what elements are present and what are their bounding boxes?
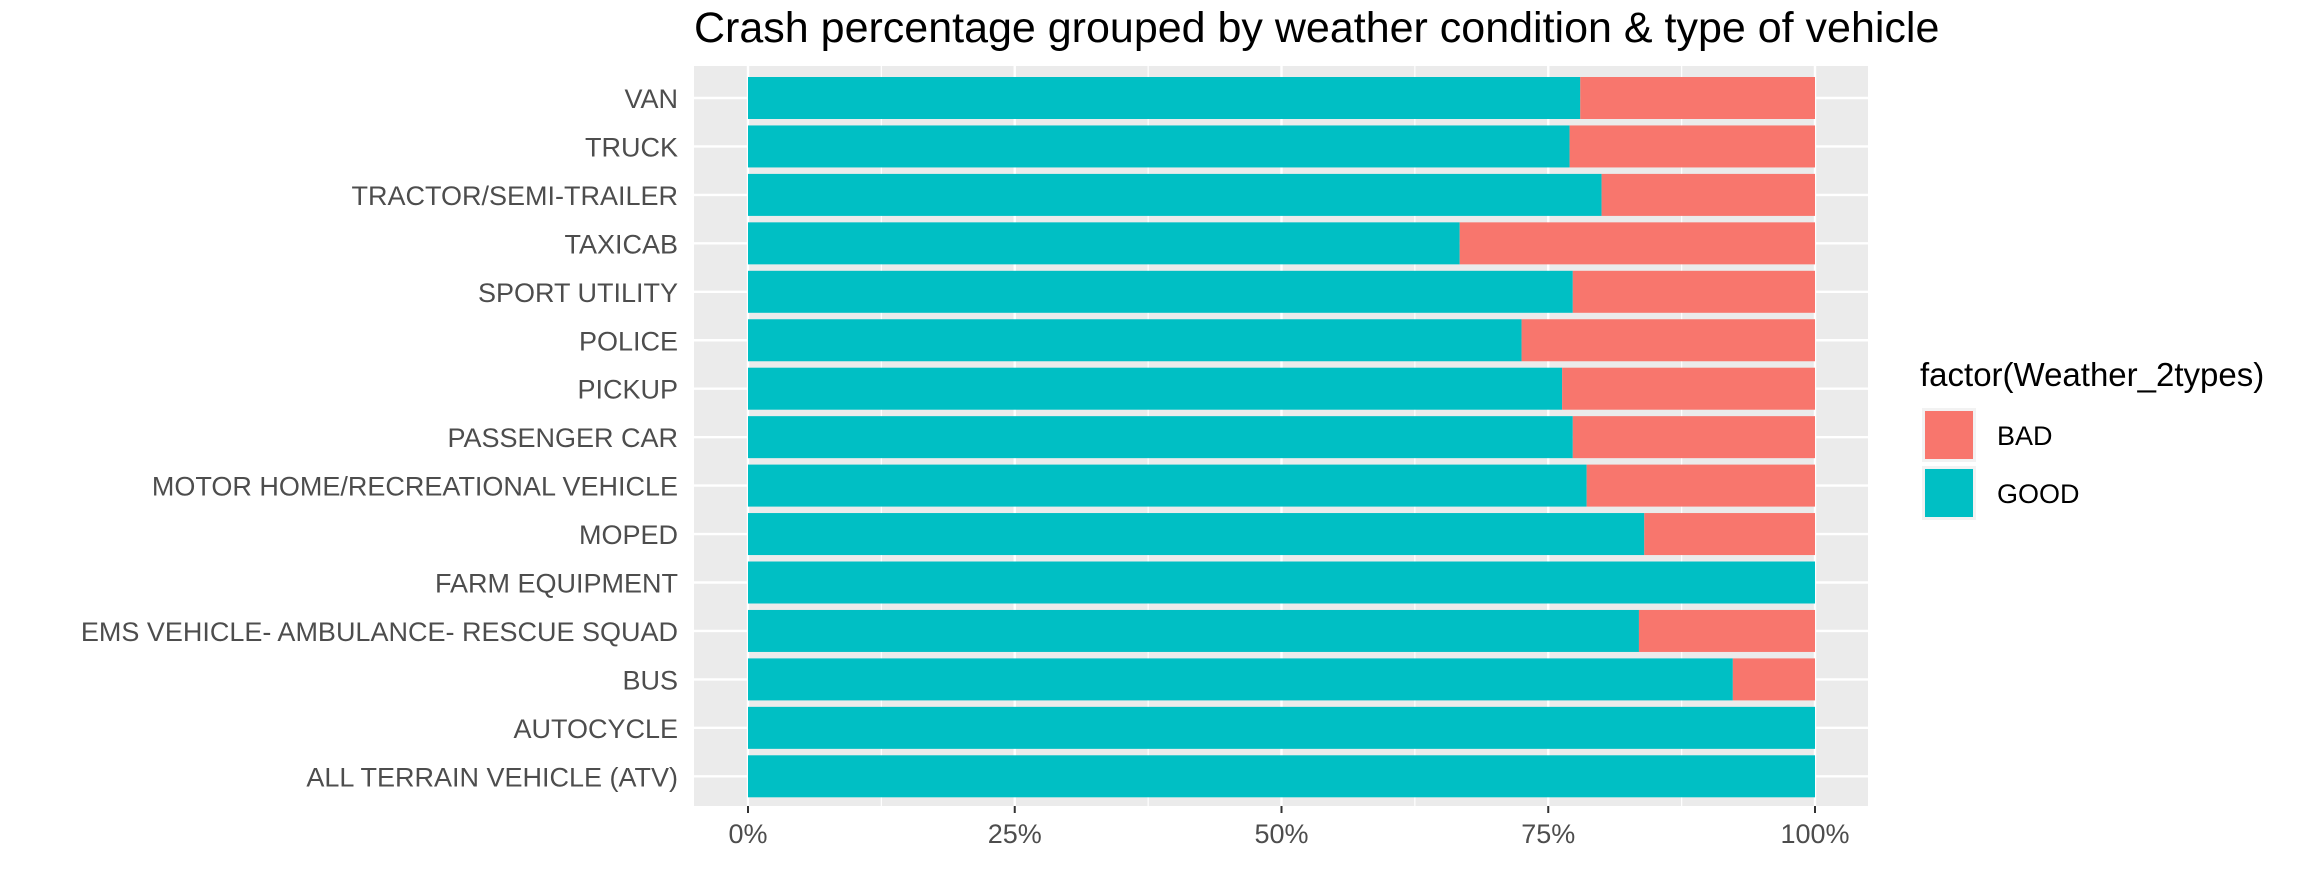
- category-label: MOPED: [579, 520, 678, 550]
- bar-good: [748, 464, 1587, 507]
- bar-bad: [1601, 173, 1815, 216]
- category-label: TRACTOR/SEMI-TRAILER: [351, 181, 678, 211]
- x-tick-label: 75%: [1521, 819, 1575, 849]
- bar-good: [748, 125, 1570, 168]
- legend-label: BAD: [1997, 421, 2053, 451]
- bar-good: [748, 319, 1522, 362]
- legend: factor(Weather_2types) BAD GOOD: [1920, 356, 2264, 520]
- category-label: EMS VEHICLE- AMBULANCE- RESCUE SQUAD: [81, 617, 678, 647]
- x-tick-label: 100%: [1780, 819, 1849, 849]
- category-label: SPORT UTILITY: [478, 278, 678, 308]
- legend-title: factor(Weather_2types): [1920, 356, 2264, 393]
- bar-good: [748, 270, 1573, 313]
- bar-good: [748, 222, 1460, 265]
- chart-title: Crash percentage grouped by weather cond…: [694, 4, 1939, 52]
- bar-bad: [1459, 222, 1815, 265]
- bar-good: [748, 367, 1563, 410]
- bar-bad: [1569, 125, 1815, 168]
- category-label: PASSENGER CAR: [447, 423, 678, 453]
- x-tick-label: 25%: [988, 819, 1042, 849]
- bar-good: [748, 77, 1581, 119]
- bar-good: [748, 513, 1645, 556]
- legend-swatch: [1925, 469, 1973, 517]
- bar-good: [748, 755, 1815, 798]
- bar-good: [748, 706, 1815, 749]
- category-label: AUTOCYCLE: [513, 714, 678, 744]
- bars: [748, 77, 1815, 798]
- legend-label: GOOD: [1997, 479, 2080, 509]
- x-axis-ticks: 0% 25% 50% 75% 100%: [728, 806, 1850, 849]
- category-label: MOTOR HOME/RECREATIONAL VEHICLE: [152, 472, 678, 502]
- bar-bad: [1562, 367, 1815, 410]
- category-label: PICKUP: [577, 375, 678, 405]
- category-label: POLICE: [579, 326, 678, 356]
- bar-good: [748, 173, 1602, 216]
- bar-good: [748, 609, 1639, 652]
- category-label: TAXICAB: [564, 229, 678, 259]
- bar-bad: [1644, 513, 1815, 556]
- x-tick-label: 50%: [1254, 819, 1308, 849]
- bar-bad: [1521, 319, 1815, 362]
- bar-bad: [1586, 464, 1815, 507]
- bar-bad: [1572, 416, 1815, 459]
- bar-good: [748, 416, 1573, 459]
- bar-bad: [1580, 77, 1815, 119]
- x-tick-label: 0%: [728, 819, 767, 849]
- category-label: ALL TERRAIN VEHICLE (ATV): [306, 762, 678, 792]
- bar-bad: [1638, 609, 1815, 652]
- legend-swatch: [1925, 411, 1973, 459]
- category-label: BUS: [622, 665, 678, 695]
- category-label: VAN: [624, 84, 678, 114]
- category-labels: VAN TRUCK TRACTOR/SEMI-TRAILER TAXICAB SPORT…: [81, 84, 678, 792]
- bar-good: [748, 561, 1815, 604]
- category-label: FARM EQUIPMENT: [435, 569, 678, 599]
- category-label: TRUCK: [585, 132, 678, 162]
- bar-bad: [1732, 658, 1815, 701]
- bar-bad: [1572, 270, 1815, 313]
- bar-good: [748, 658, 1733, 701]
